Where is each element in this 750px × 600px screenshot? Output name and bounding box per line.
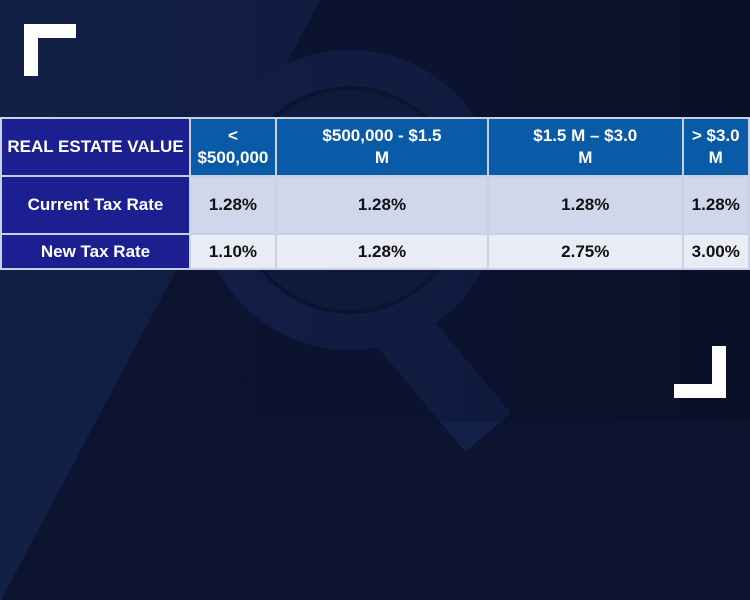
table-cell: 2.75%	[487, 233, 684, 270]
table-cell: 3.00%	[681, 233, 750, 270]
header-1.5m-3m: $1.5 M – $3.0 M	[487, 117, 684, 177]
table-row-new: New Tax Rate 1.10% 1.28% 2.75% 3.00%	[0, 233, 750, 270]
corner-bracket-top-left	[24, 24, 76, 76]
table-row-current: Current Tax Rate 1.28% 1.28% 1.28% 1.28%	[0, 175, 750, 235]
header-under-500k: < $500,000	[189, 117, 277, 177]
header-over-3m: > $3.0 M	[681, 117, 750, 177]
table-cell: 1.28%	[274, 233, 490, 270]
table-cell: 1.28%	[487, 175, 684, 235]
tax-rate-table: REAL ESTATE VALUE < $500,000 $500,000 - …	[0, 117, 750, 270]
table-cell: 1.28%	[189, 175, 277, 235]
table-cell: 1.28%	[274, 175, 490, 235]
row-label: New Tax Rate	[0, 233, 191, 270]
header-500k-1.5m: $500,000 - $1.5 M	[274, 117, 490, 177]
corner-bracket-bottom-right	[674, 346, 726, 398]
row-label: Current Tax Rate	[0, 175, 191, 235]
header-row: REAL ESTATE VALUE < $500,000 $500,000 - …	[0, 117, 750, 177]
table-cell: 1.28%	[681, 175, 750, 235]
header-real-estate-value: REAL ESTATE VALUE	[0, 117, 191, 177]
table-cell: 1.10%	[189, 233, 277, 270]
